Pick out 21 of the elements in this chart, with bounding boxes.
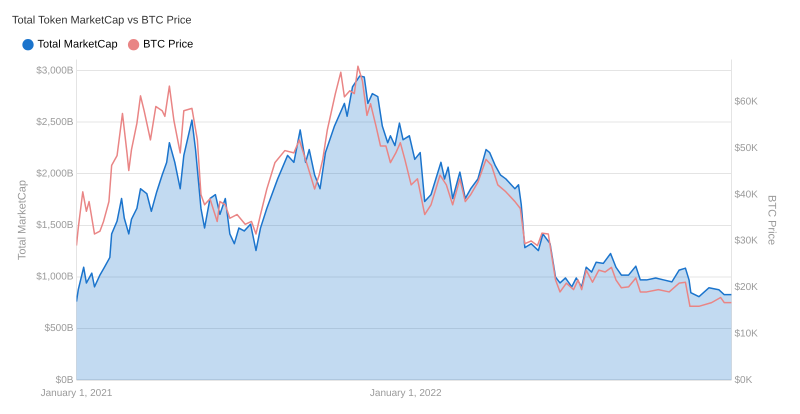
- y-tick-label: $2,500B: [36, 116, 74, 128]
- y2-tick-label: $30K: [734, 236, 758, 247]
- y2-tick-label: $40K: [734, 189, 758, 200]
- x-tick-label: January 1, 2022: [370, 388, 442, 399]
- y2-tick-label: $20K: [734, 282, 758, 294]
- y2-tick-label: $0K: [734, 374, 753, 386]
- legend-label: Total MarketCap: [38, 38, 118, 51]
- y2-axis-title: BTC Price: [765, 195, 778, 246]
- legend-label: BTC Price: [143, 38, 194, 51]
- y-tick-label: $1,000B: [36, 272, 74, 283]
- y-tick-label: $3,000B: [36, 65, 74, 76]
- y-tick-label: $2,000B: [36, 168, 74, 180]
- y2-tick-label: $10K: [734, 328, 758, 340]
- y2-tick-label: $50K: [734, 143, 758, 154]
- y-tick-label: $0B: [56, 374, 74, 386]
- y-tick-label: $500B: [44, 323, 74, 334]
- x-tick-label: January 1, 2021: [40, 388, 113, 399]
- y-tick-label: $1,500B: [36, 220, 74, 232]
- chart-title: Total Token MarketCap vs BTC Price: [12, 14, 192, 27]
- y2-tick-label: $60K: [734, 96, 758, 108]
- y-axis-title: Total MarketCap: [16, 180, 29, 260]
